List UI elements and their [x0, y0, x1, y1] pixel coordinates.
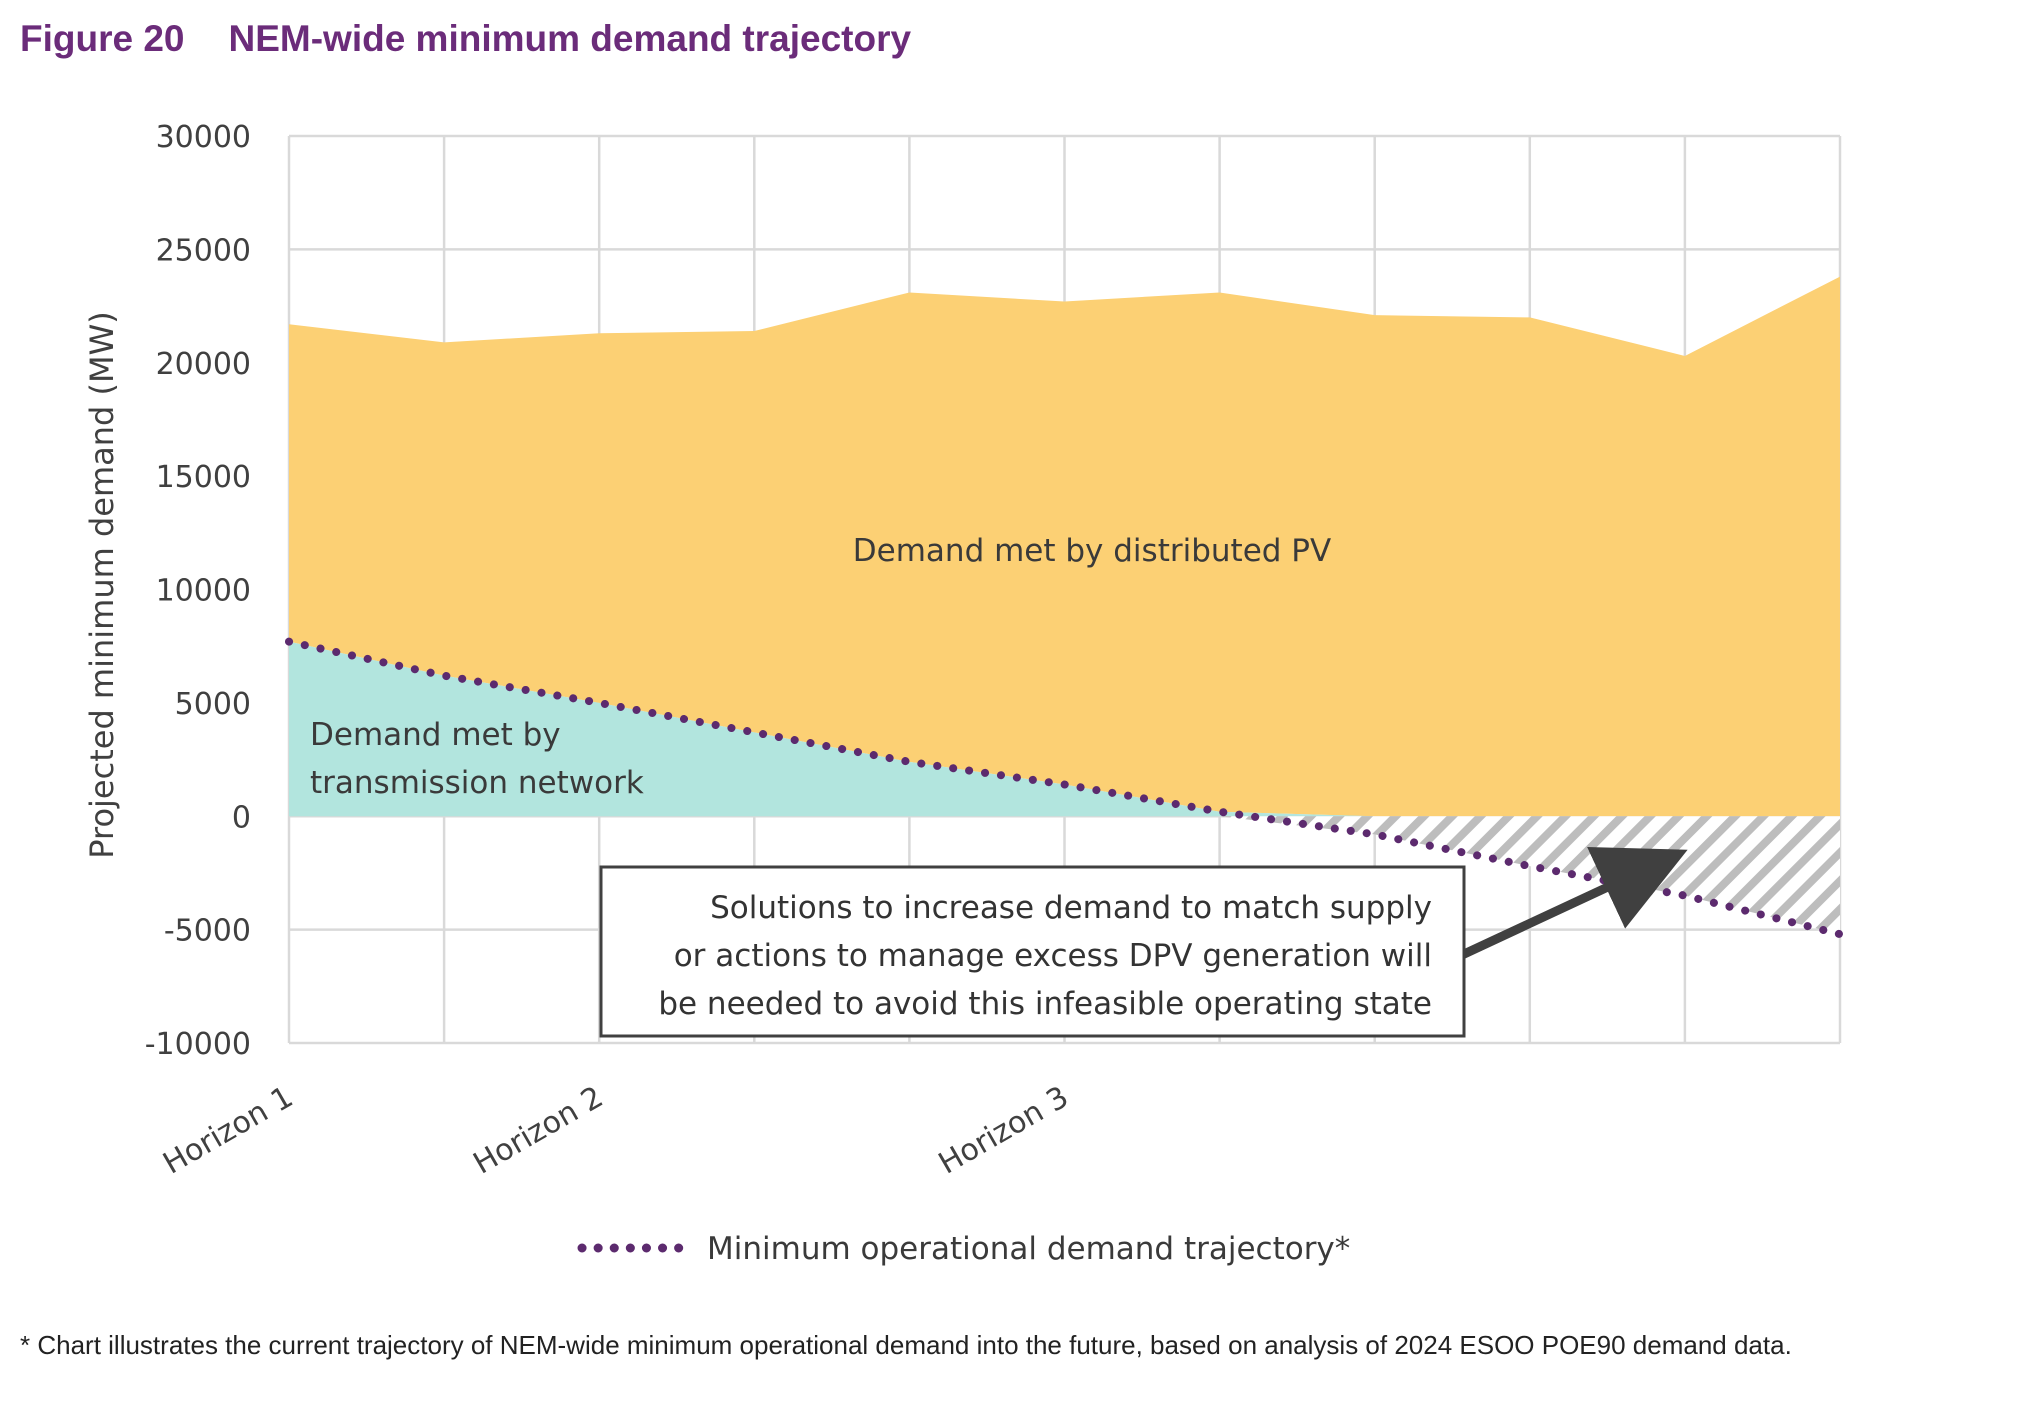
- y-tick-label: 30000: [156, 120, 251, 155]
- pv-area-label: Demand met by distributed PV: [853, 533, 1331, 569]
- trajectory-series: [285, 637, 1844, 939]
- figure-title-text: NEM-wide minimum demand trajectory: [228, 18, 912, 59]
- trajectory-line: [285, 637, 1844, 939]
- footnote: * Chart illustrates the current trajecto…: [20, 1330, 1792, 1360]
- callout-arrow: [1460, 847, 1688, 960]
- y-tick-label: -10000: [145, 1027, 251, 1062]
- y-tick-label: 25000: [156, 233, 251, 268]
- infeasible-hatched-area: [289, 816, 1840, 935]
- x-tick-label: Horizon 2: [468, 1080, 610, 1182]
- x-axis-ticks: Horizon 1 Horizon 2 Horizon 3: [157, 1080, 1074, 1182]
- callout-line-1: Solutions to increase demand to match su…: [710, 890, 1432, 926]
- transmission-area: [289, 641, 1840, 817]
- transmission-area-label-line1: Demand met by: [310, 717, 561, 753]
- legend-entry-trajectory: Minimum operational demand trajectory*: [707, 1231, 1350, 1267]
- figure-title: Figure 20 NEM-wide minimum demand traject…: [20, 18, 911, 60]
- y-tick-label: 0: [232, 800, 251, 835]
- x-tick-label: Horizon 3: [933, 1080, 1075, 1182]
- figure-number: Figure 20: [20, 18, 185, 59]
- pv-area: [289, 276, 1840, 817]
- callout-line-2: or actions to manage excess DPV generati…: [674, 938, 1432, 974]
- y-tick-label: 10000: [156, 574, 251, 609]
- callout-line-3: be needed to avoid this infeasible opera…: [658, 986, 1432, 1022]
- y-tick-label: -5000: [164, 914, 251, 949]
- transmission-area-label-line2: transmission network: [310, 765, 644, 801]
- chart: 30000 25000 20000 15000 10000 5000 0 -5000 -1000…: [83, 120, 1844, 1267]
- callout-box: [599, 865, 1466, 1038]
- y-tick-label: 15000: [156, 460, 251, 495]
- x-tick-label: Horizon 1: [157, 1080, 299, 1182]
- chart-areas: [289, 276, 1840, 935]
- y-axis-ticks: 30000 25000 20000 15000 10000 5000 0 -5000 -1000…: [145, 120, 251, 1062]
- y-tick-label: 5000: [175, 687, 251, 722]
- y-tick-label: 20000: [156, 347, 251, 382]
- y-axis-title: Projected minimum demand (MW): [83, 311, 121, 858]
